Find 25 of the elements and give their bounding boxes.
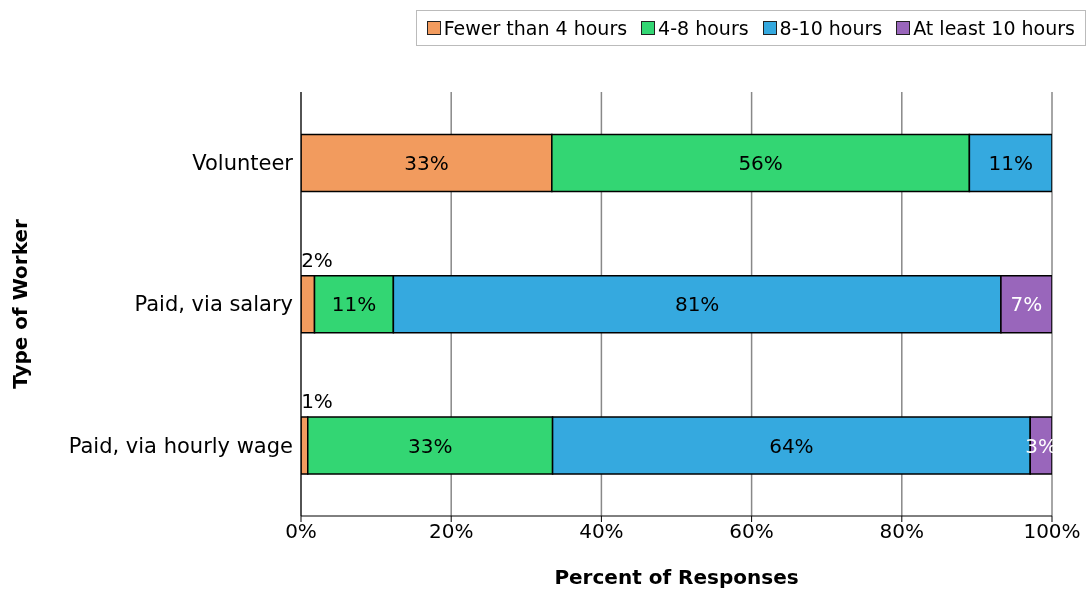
y-tick-label: Paid, via salary [134, 292, 293, 317]
legend-label: 8-10 hours [779, 17, 883, 39]
data-label: 11% [331, 292, 377, 317]
data-label: 7% [1010, 292, 1043, 317]
x-tick-label: 100% [1023, 519, 1081, 544]
data-label: 2% [301, 247, 333, 272]
x-tick-label: 80% [879, 519, 925, 544]
x-tick-label: 0% [285, 519, 317, 544]
x-tick-label: 20% [428, 519, 474, 544]
y-axis-title: Type of Worker [8, 219, 33, 389]
y-tick-label: Paid, via hourly wage [68, 433, 293, 458]
legend-label: At least 10 hours [913, 17, 1075, 39]
y-tick-label: Volunteer [192, 151, 294, 176]
x-tick-label: 40% [579, 519, 624, 544]
data-label: 33% [404, 150, 449, 175]
legend-label: 4-8 hours [658, 17, 749, 39]
data-label: 33% [407, 433, 453, 458]
legend-label: Fewer than 4 hours [443, 17, 628, 39]
x-tick-label: 60% [729, 519, 774, 544]
data-label: 64% [769, 433, 814, 458]
x-axis-title: Percent of Responses [554, 565, 799, 589]
data-label: 81% [674, 292, 720, 317]
data-label: 56% [738, 150, 783, 175]
data-label: 11% [988, 150, 1033, 175]
data-label: 1% [301, 389, 333, 414]
